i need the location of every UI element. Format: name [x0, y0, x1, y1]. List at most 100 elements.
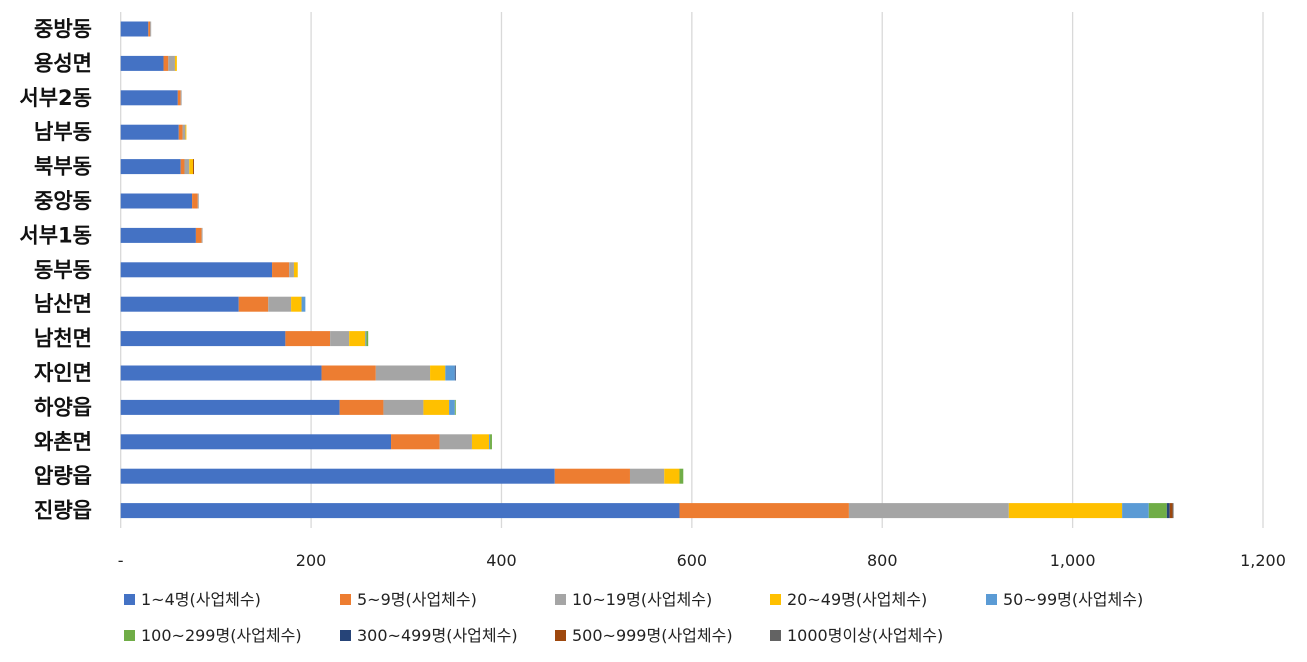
x-tick-labels: - 200 400 600 800 1,000 1,200 [118, 551, 1286, 570]
bar-segment-3 [439, 434, 472, 450]
bar-segment-3 [375, 365, 431, 381]
bar-segment-1 [120, 503, 680, 519]
bar-segment-1 [120, 434, 392, 450]
category-label: 하양읍 [34, 395, 92, 419]
bar-segment-2 [238, 296, 269, 312]
category-label: 진량읍 [34, 499, 92, 523]
bar-segment-7 [454, 365, 456, 381]
x-tick-label: 1,000 [1050, 551, 1096, 570]
bar-segment-5 [489, 434, 491, 450]
legend-swatch [770, 594, 781, 605]
bar-segment-3 [182, 124, 186, 140]
bar-segment-4 [349, 331, 366, 347]
bar-segment-2 [195, 227, 202, 243]
legend-swatch [124, 630, 135, 641]
category-label: 중앙동 [34, 189, 92, 213]
bar-segment-2 [192, 193, 198, 209]
bar-segment-3 [383, 399, 424, 415]
bar-segment-4 [471, 434, 490, 450]
x-tick-label: 200 [296, 551, 327, 570]
bar-segment-2 [554, 468, 630, 484]
x-tick-label: 600 [677, 551, 708, 570]
category-label: 용성면 [34, 51, 92, 75]
bar-segment-5 [449, 399, 455, 415]
bar-segment-2 [321, 365, 376, 381]
gridlines [120, 12, 1264, 528]
legend-swatch [340, 630, 351, 641]
bar-segment-9 [1172, 503, 1174, 519]
bar-segment-4 [1008, 503, 1123, 519]
bar-segment-1 [120, 331, 286, 347]
bar-segment-6 [1148, 503, 1167, 519]
legend-swatch [555, 594, 566, 605]
bar-segment-3 [150, 21, 152, 37]
bar-segment-5 [301, 296, 306, 312]
x-tick-label: 400 [486, 551, 517, 570]
legend: 1~4명(사업체수) 5~9명(사업체수) 10~19명(사업체수) 20~49명(사… [124, 590, 1143, 645]
bar-segment-4 [174, 55, 177, 71]
x-tick-label: 1,200 [1240, 551, 1286, 570]
bar-segment-3 [197, 193, 199, 209]
category-label: 북부동 [34, 155, 92, 179]
bar-segment-8 [193, 159, 194, 175]
bar-segment-3 [168, 55, 175, 71]
bar-segment-8 [1169, 503, 1173, 519]
bar-segment-2 [148, 21, 151, 37]
bar-segment-4 [185, 124, 187, 140]
category-label: 자인면 [34, 361, 92, 385]
category-labels: 중방동용성면서부2동남부동북부동중앙동서부1동동부동남산면남천면자인면하양읍와촌… [19, 17, 92, 523]
bar-segment-1 [120, 90, 178, 106]
bar-segment-5 [365, 331, 367, 347]
bar-segment-2 [391, 434, 440, 450]
bar-segment-2 [180, 159, 185, 175]
bar-segment-1 [120, 365, 322, 381]
bar-segment-3 [201, 227, 203, 243]
bar-segment-5 [1122, 503, 1149, 519]
category-label: 압량읍 [34, 464, 92, 488]
legend-label: 1000명이상(사업체수) [787, 626, 943, 645]
bar-segment-1 [120, 21, 149, 37]
bar-segment-4 [664, 468, 680, 484]
category-label: 남천면 [34, 327, 92, 351]
category-label: 남부동 [34, 120, 92, 144]
bar-segment-3 [629, 468, 665, 484]
legend-swatch [986, 594, 997, 605]
legend-label: 300~499명(사업체수) [357, 626, 518, 645]
legend-label: 50~99명(사업체수) [1003, 590, 1143, 609]
bar-segment-6 [490, 434, 492, 450]
x-tick-label: - [118, 551, 124, 570]
category-label: 남산면 [34, 292, 92, 316]
bar-segment-3 [268, 296, 292, 312]
bar-segment-6 [366, 331, 369, 347]
bar-segment-2 [285, 331, 331, 347]
bar-segment-1 [120, 296, 239, 312]
bar-segment-2 [339, 399, 384, 415]
bar-segment-2 [178, 124, 183, 140]
bar-segment-4 [189, 159, 194, 175]
bar-segment-2 [679, 503, 849, 519]
bar-segment-1 [120, 227, 196, 243]
category-label: 와촌면 [34, 430, 92, 454]
bar-segment-3 [330, 331, 350, 347]
legend-label: 10~19명(사업체수) [572, 590, 712, 609]
bar-segment-6 [454, 399, 456, 415]
category-label: 서부1동 [19, 223, 92, 247]
bar-segment-2 [177, 90, 181, 106]
legend-label: 5~9명(사업체수) [357, 590, 477, 609]
bar-segment-3 [289, 262, 294, 278]
legend-swatch [340, 594, 351, 605]
bar-segment-5 [445, 365, 455, 381]
bar-segment-1 [120, 262, 273, 278]
legend-label: 20~49명(사업체수) [787, 590, 927, 609]
bars [120, 21, 1174, 519]
bar-segment-7 [1166, 503, 1170, 519]
bar-segment-1 [120, 159, 181, 175]
category-label: 동부동 [34, 258, 92, 282]
category-label: 중방동 [34, 17, 92, 41]
bar-segment-4 [293, 262, 298, 278]
legend-swatch [770, 630, 781, 641]
bar-segment-3 [180, 90, 182, 106]
bar-segment-1 [120, 193, 193, 209]
bar-segment-1 [120, 399, 340, 415]
bar-segment-1 [120, 55, 164, 71]
